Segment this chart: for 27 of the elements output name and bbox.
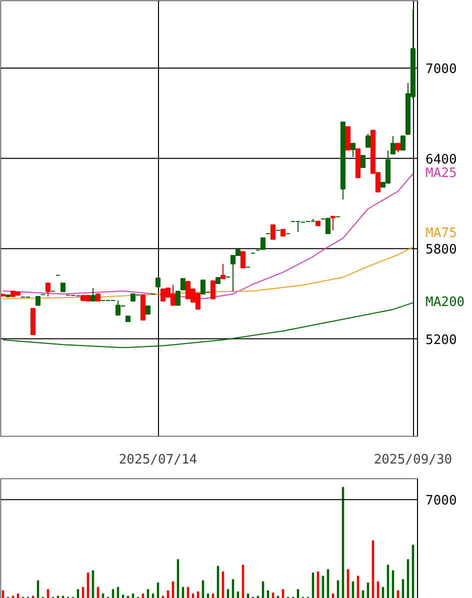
candlestick [180, 278, 186, 290]
candlestick [176, 290, 180, 306]
series-label: MA200 [426, 295, 465, 310]
line-series [2, 246, 414, 300]
candlestick [90, 287, 96, 302]
candlestick [210, 280, 216, 300]
candlestick [360, 155, 366, 168]
candlestick [46, 282, 50, 298]
x-tick-label: 2025/07/14 [118, 452, 198, 468]
candlestick [366, 133, 370, 148]
candlestick [400, 135, 406, 150]
series-label: MA25 [426, 166, 457, 182]
line-series [2, 173, 414, 300]
y-tick-label: 7000 [426, 62, 457, 78]
candlestick [220, 263, 226, 280]
candlestick [270, 224, 276, 240]
line-series [2, 302, 414, 348]
candlestick [390, 135, 396, 154]
y-tick-label: 5200 [426, 332, 457, 348]
candlestick [240, 251, 246, 268]
x-tick-label: 2025/09/30 [374, 452, 452, 468]
candlestick [346, 126, 350, 150]
y-tick-label: 5800 [426, 242, 457, 258]
candlestick [350, 142, 356, 158]
candlestick [330, 216, 336, 231]
y-tick-label: 6400 [426, 152, 457, 168]
series-label: MA75 [426, 226, 457, 241]
